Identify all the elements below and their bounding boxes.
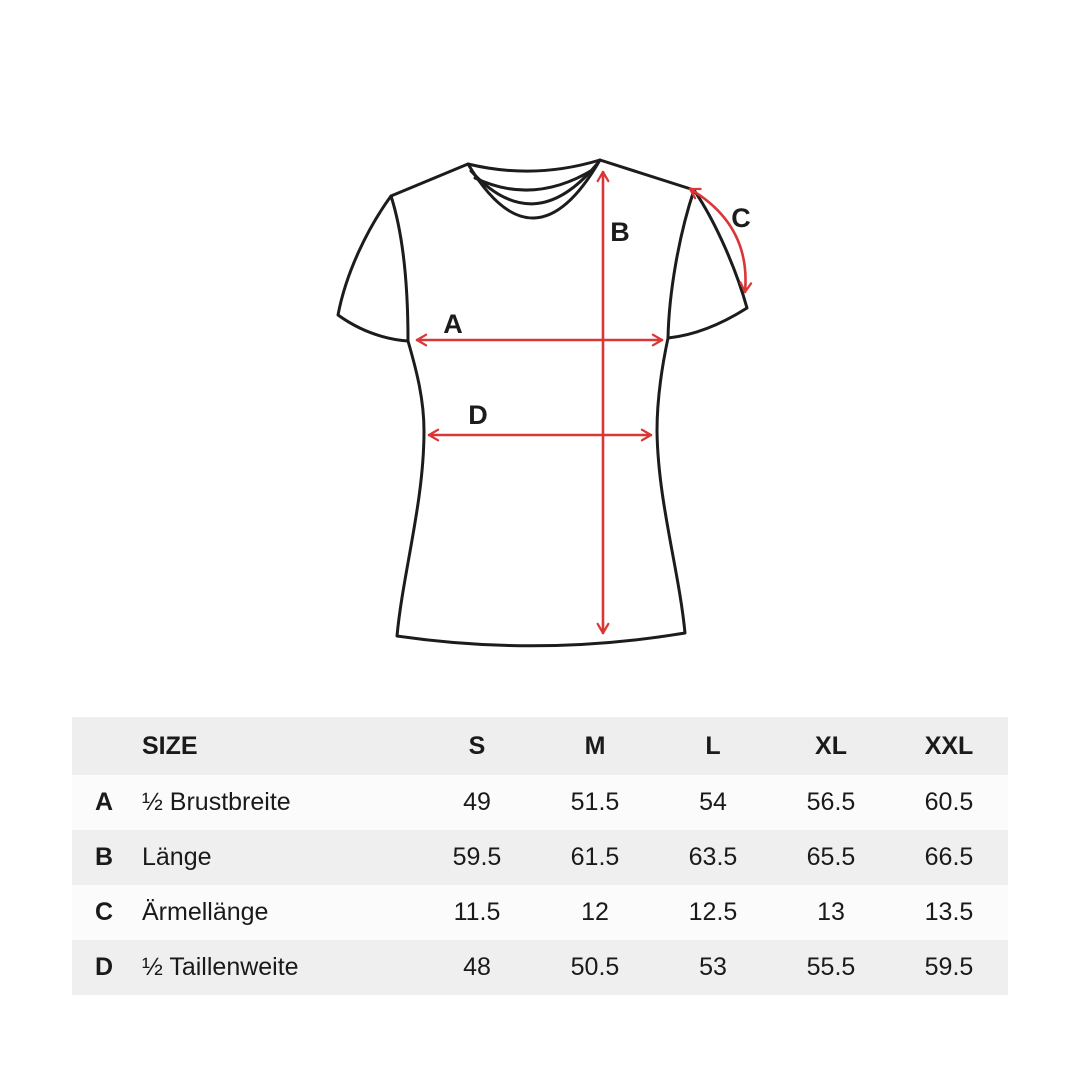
- col-header-m: M: [536, 717, 654, 775]
- value-cell: 53: [699, 953, 727, 981]
- value-cell: 12.5: [688, 898, 738, 926]
- measure-label-c: C: [731, 203, 751, 233]
- table-row-a: A ½ Brustbreite 49 51.5 54 56.5 60.5: [72, 775, 1008, 830]
- value-cell: 65.5: [806, 843, 856, 871]
- col-header-l: L: [654, 717, 772, 775]
- value-cell: 12: [581, 898, 609, 926]
- value-cell: 50.5: [570, 953, 620, 981]
- value-cell: 59.5: [924, 953, 974, 981]
- row-letter: C: [94, 898, 114, 926]
- measurement-label: Ärmellänge: [142, 898, 269, 926]
- value-cell: 13: [817, 898, 845, 926]
- size-column-header: SIZE: [136, 717, 418, 775]
- value-cell: 66.5: [924, 843, 974, 871]
- col-header-s: S: [418, 717, 536, 775]
- value-cell: 55.5: [806, 953, 856, 981]
- value-cell: 59.5: [452, 843, 502, 871]
- row-letter: D: [94, 953, 114, 981]
- measurement-label: Länge: [142, 843, 212, 871]
- value-cell: 63.5: [688, 843, 738, 871]
- value-cell: 54: [699, 788, 727, 816]
- value-cell: 49: [463, 788, 491, 816]
- value-cell: 60.5: [924, 788, 974, 816]
- table-row-b: B Länge 59.5 61.5 63.5 65.5 66.5: [72, 830, 1008, 885]
- measure-label-d: D: [468, 400, 488, 430]
- collar-band-bottom: [466, 158, 602, 220]
- measure-arrow-c: [688, 187, 753, 294]
- value-cell: 51.5: [570, 788, 620, 816]
- row-letter: A: [94, 788, 114, 816]
- left-armhole-seam: [389, 194, 410, 343]
- table-row-d: D ½ Taillenweite 48 50.5 53 55.5 59.5: [72, 940, 1008, 995]
- table-header-row: SIZE S M L XL XXL: [72, 717, 1008, 775]
- measure-label-a: A: [443, 309, 463, 339]
- tshirt-measurement-diagram: A B C D: [336, 158, 753, 648]
- table-row-c: C Ärmellänge 11.5 12 12.5 13 13.5: [72, 885, 1008, 940]
- corner-cell: [72, 717, 136, 775]
- row-letter: B: [94, 843, 114, 871]
- value-cell: 11.5: [453, 898, 501, 926]
- value-cell: 48: [463, 953, 491, 981]
- value-cell: 61.5: [570, 843, 620, 871]
- value-cell: 13.5: [924, 898, 974, 926]
- measurement-label: ½ Brustbreite: [142, 788, 291, 816]
- measurement-label: ½ Taillenweite: [142, 953, 299, 981]
- size-table: SIZE S M L XL XXL A ½ Brustbreite 49 51.…: [72, 717, 1008, 995]
- col-header-xxl: XXL: [890, 717, 1008, 775]
- measure-label-b: B: [610, 217, 630, 247]
- col-header-xl: XL: [772, 717, 890, 775]
- value-cell: 56.5: [806, 788, 856, 816]
- collar-rib-line-2: [473, 167, 596, 192]
- collar-rib-line-1: [469, 162, 599, 206]
